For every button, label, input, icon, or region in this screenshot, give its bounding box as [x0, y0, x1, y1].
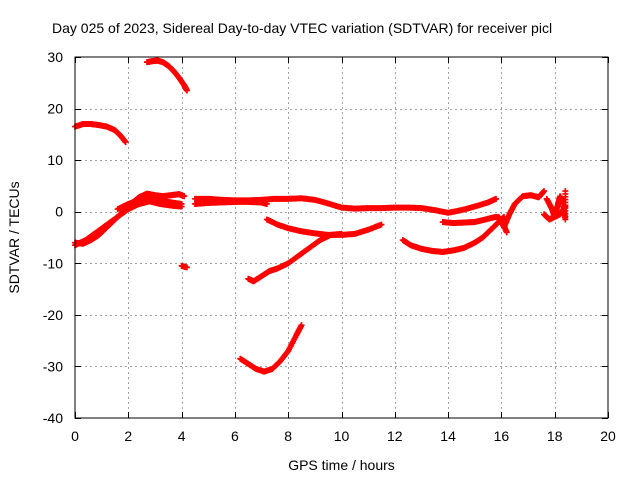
series-arc-9	[245, 230, 345, 285]
data-point	[181, 193, 188, 200]
y-tick-label: -10	[43, 255, 63, 271]
tick-labels: 0 2 4 6 8 10 12 14 16 18 20 -40 -30 -20 -10 0 10 20 30	[43, 49, 616, 444]
data-point	[493, 195, 500, 202]
series-arc-14	[495, 188, 548, 231]
data-point	[298, 322, 305, 329]
y-axis-label: SDTVAR / TECUs	[6, 181, 22, 293]
series-arc-16	[541, 203, 569, 223]
y-tick-label: -20	[43, 307, 63, 323]
data-point	[178, 200, 185, 207]
series-arc-6	[178, 262, 190, 271]
x-tick-label: 16	[494, 428, 510, 444]
x-tick-label: 12	[387, 428, 403, 444]
data-point	[263, 200, 270, 207]
y-tick-label: 30	[47, 49, 63, 65]
data-point	[183, 264, 190, 271]
x-tick-label: 10	[334, 428, 350, 444]
series-arc-8	[191, 198, 270, 207]
x-tick-label: 18	[547, 428, 563, 444]
y-tick-label: 0	[55, 204, 63, 220]
series-arc-2	[143, 57, 190, 94]
series-arc-1	[72, 121, 129, 146]
data-point	[378, 221, 385, 228]
x-tick-label: 14	[440, 428, 456, 444]
y-tick-label: -40	[43, 410, 63, 426]
series-arc-11	[237, 322, 305, 375]
data-point	[562, 203, 569, 210]
y-tick-label: 10	[47, 152, 63, 168]
data-point	[503, 229, 510, 236]
data-points	[72, 57, 569, 375]
data-point	[562, 188, 569, 195]
x-axis-label: GPS time / hours	[288, 457, 395, 473]
x-tick-label: 8	[284, 428, 292, 444]
y-tick-label: -30	[43, 358, 63, 374]
series-arc-5	[114, 195, 185, 213]
plot-frame	[74, 56, 609, 419]
x-tick-label: 2	[124, 428, 132, 444]
data-point	[541, 188, 548, 195]
x-tick-label: 6	[231, 428, 239, 444]
data-point	[122, 139, 129, 146]
y-tick-label: 20	[47, 101, 63, 117]
x-tick-label: 4	[178, 428, 186, 444]
x-tick-label: 0	[71, 428, 79, 444]
x-tick-label: 20	[600, 428, 616, 444]
data-point	[183, 87, 190, 94]
chart-title: Day 025 of 2023, Sidereal Day-to-day VTE…	[52, 20, 552, 36]
series-arc-10	[263, 216, 385, 238]
